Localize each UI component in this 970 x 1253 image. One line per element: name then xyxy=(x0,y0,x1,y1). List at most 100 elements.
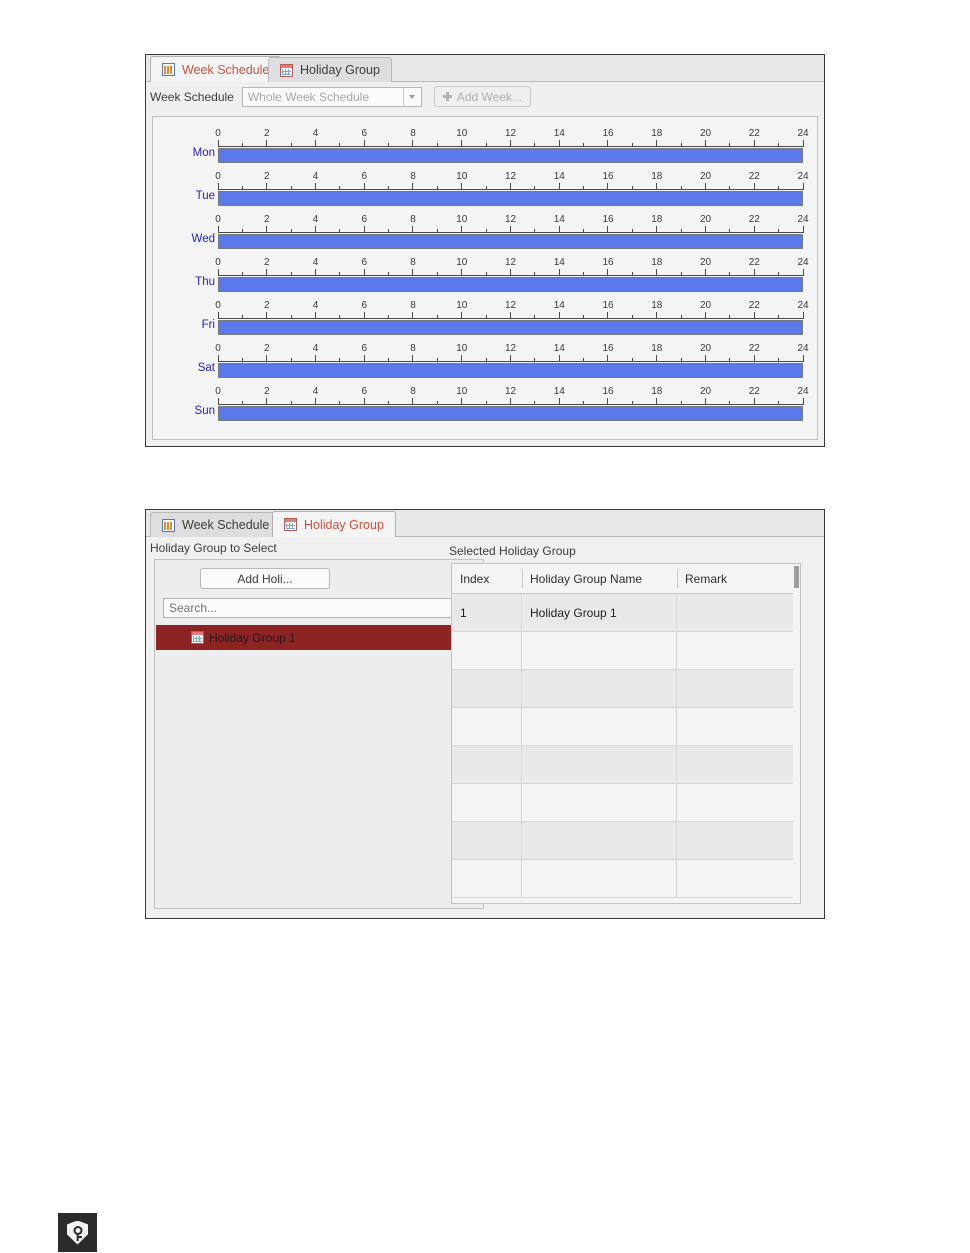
search-input[interactable] xyxy=(163,598,454,618)
ruler-tick-label: 0 xyxy=(215,214,221,225)
add-holiday-button[interactable]: Add Holi... xyxy=(200,568,330,589)
ruler-tick xyxy=(656,312,658,319)
table-scrollbar[interactable] xyxy=(793,564,800,903)
ruler-tick-label: 10 xyxy=(456,171,468,182)
ruler-tick xyxy=(485,358,487,362)
selected-holiday-group-table: Index Holiday Group Name Remark 1 Holiday G… xyxy=(451,563,801,904)
ruler-tick-label: 8 xyxy=(410,386,416,397)
ruler-tick xyxy=(680,272,682,276)
ruler-tick xyxy=(778,186,780,190)
table-row[interactable] xyxy=(452,670,800,708)
ruler-tick-label: 4 xyxy=(312,171,319,182)
ruler-tick xyxy=(656,140,658,147)
schedule-segment[interactable] xyxy=(218,277,803,292)
ruler-tick-label: 22 xyxy=(748,214,760,225)
day-label: Thu xyxy=(195,276,215,288)
ruler-tick-label: 4 xyxy=(312,300,319,311)
ruler-tick xyxy=(607,140,609,147)
table-cell xyxy=(452,822,522,860)
schedule-segment[interactable] xyxy=(218,406,803,421)
tab-week-schedule[interactable]: Week Schedule xyxy=(150,512,282,537)
ruler-tick-label: 14 xyxy=(553,128,565,139)
scrollbar-thumb[interactable] xyxy=(794,566,799,588)
day-row-sun: Sun 0 2 4 6 8 10 12 14 16 18 20 22 24 xyxy=(153,383,817,426)
week-schedule-timeline-area[interactable]: Mon 0 2 4 6 8 10 12 14 16 18 20 22 24 Tue 0 2 4 6 8 10 12 14 16… xyxy=(152,116,818,440)
ruler-tick xyxy=(241,401,243,405)
ruler-tick-label: 20 xyxy=(699,214,712,225)
table-row[interactable] xyxy=(452,708,800,746)
ruler-tick xyxy=(510,140,511,147)
ruler-tick xyxy=(412,312,414,319)
table-row[interactable] xyxy=(452,784,800,822)
ruler-tick xyxy=(339,401,341,405)
ruler-tick xyxy=(656,269,658,276)
ruler-tick xyxy=(705,226,706,233)
schedule-segment[interactable] xyxy=(218,148,803,163)
ruler-tick-label: 6 xyxy=(361,171,368,182)
day-label: Fri xyxy=(201,319,215,331)
ruler-tick-label: 22 xyxy=(748,300,760,311)
ruler-tick xyxy=(266,355,268,362)
ruler-tick xyxy=(436,272,438,276)
table-cell xyxy=(677,746,799,784)
ruler-tick xyxy=(412,355,414,362)
ruler-tick xyxy=(705,183,706,190)
ruler-tick xyxy=(217,269,219,276)
schedule-segment[interactable] xyxy=(218,320,803,335)
ruler-tick xyxy=(705,355,706,362)
ruler-tick-label: 18 xyxy=(651,128,663,139)
day-row-tue: Tue 0 2 4 6 8 10 12 14 16 18 20 22 24 xyxy=(153,168,817,211)
table-cell xyxy=(452,746,522,784)
tab-week-schedule[interactable]: Week Schedule xyxy=(150,56,282,82)
week-schedule-toolbar: Week Schedule Whole Week Schedule Add We… xyxy=(146,82,824,111)
tab-holiday-group[interactable]: Holiday Group xyxy=(268,57,392,82)
column-header[interactable]: Index xyxy=(460,571,490,586)
table-row[interactable]: 1 Holiday Group 1 xyxy=(452,594,800,632)
list-item[interactable]: Holiday Group 1 xyxy=(156,625,482,650)
add-week-button[interactable]: Add Week... xyxy=(433,86,531,107)
table-row[interactable] xyxy=(452,746,800,784)
ruler-tick xyxy=(339,186,341,190)
ruler-tick xyxy=(217,398,219,405)
schedule-segment[interactable] xyxy=(218,363,803,378)
ruler-tick xyxy=(753,312,755,319)
selected-holiday-group-title: Selected Holiday Group xyxy=(449,544,576,558)
table-cell xyxy=(677,632,799,670)
ruler-tick xyxy=(631,315,633,319)
ruler-tick xyxy=(339,358,341,362)
day-row-wed: Wed 0 2 4 6 8 10 12 14 16 18 20 22 24 xyxy=(153,211,817,254)
shield-shape xyxy=(67,1220,88,1245)
ruler-tick xyxy=(656,355,658,362)
hour-ruler: 0 2 4 6 8 10 12 14 16 18 20 22 24 xyxy=(215,386,809,405)
ruler-tick xyxy=(241,229,243,233)
ruler-tick xyxy=(607,183,609,190)
column-header[interactable]: Holiday Group Name xyxy=(522,564,677,593)
ruler-tick xyxy=(705,140,706,147)
ruler-tick xyxy=(290,401,292,405)
ruler-tick-label: 12 xyxy=(504,171,517,182)
add-week-label: Add Week... xyxy=(456,89,522,104)
table-header-row: Index Holiday Group Name Remark xyxy=(452,564,800,594)
tab-label: Week Schedule xyxy=(182,62,270,77)
ruler-tick-label: 8 xyxy=(410,300,416,311)
ruler-tick-label: 24 xyxy=(797,343,809,354)
chevron-down-icon[interactable] xyxy=(402,87,421,106)
ruler-tick xyxy=(802,183,804,190)
list-item-label: Holiday Group 1 xyxy=(209,630,296,645)
ruler-tick xyxy=(534,401,536,405)
table-row[interactable] xyxy=(452,860,800,898)
ruler-tick-label: 24 xyxy=(797,171,809,182)
ruler-tick xyxy=(290,272,292,276)
ruler-tick-label: 8 xyxy=(410,128,416,139)
schedule-segment[interactable] xyxy=(218,234,803,249)
tab-holiday-group[interactable]: Holiday Group xyxy=(272,511,396,537)
table-row[interactable] xyxy=(452,822,800,860)
table-row[interactable] xyxy=(452,632,800,670)
column-header[interactable]: Remark xyxy=(677,564,799,593)
ruler-tick-label: 10 xyxy=(456,300,468,311)
ruler-tick-label: 2 xyxy=(263,214,270,225)
ruler-tick-label: 10 xyxy=(456,386,468,397)
ruler-tick-label: 2 xyxy=(263,257,270,268)
week-schedule-select[interactable]: Whole Week Schedule xyxy=(241,86,422,107)
schedule-segment[interactable] xyxy=(218,191,803,206)
